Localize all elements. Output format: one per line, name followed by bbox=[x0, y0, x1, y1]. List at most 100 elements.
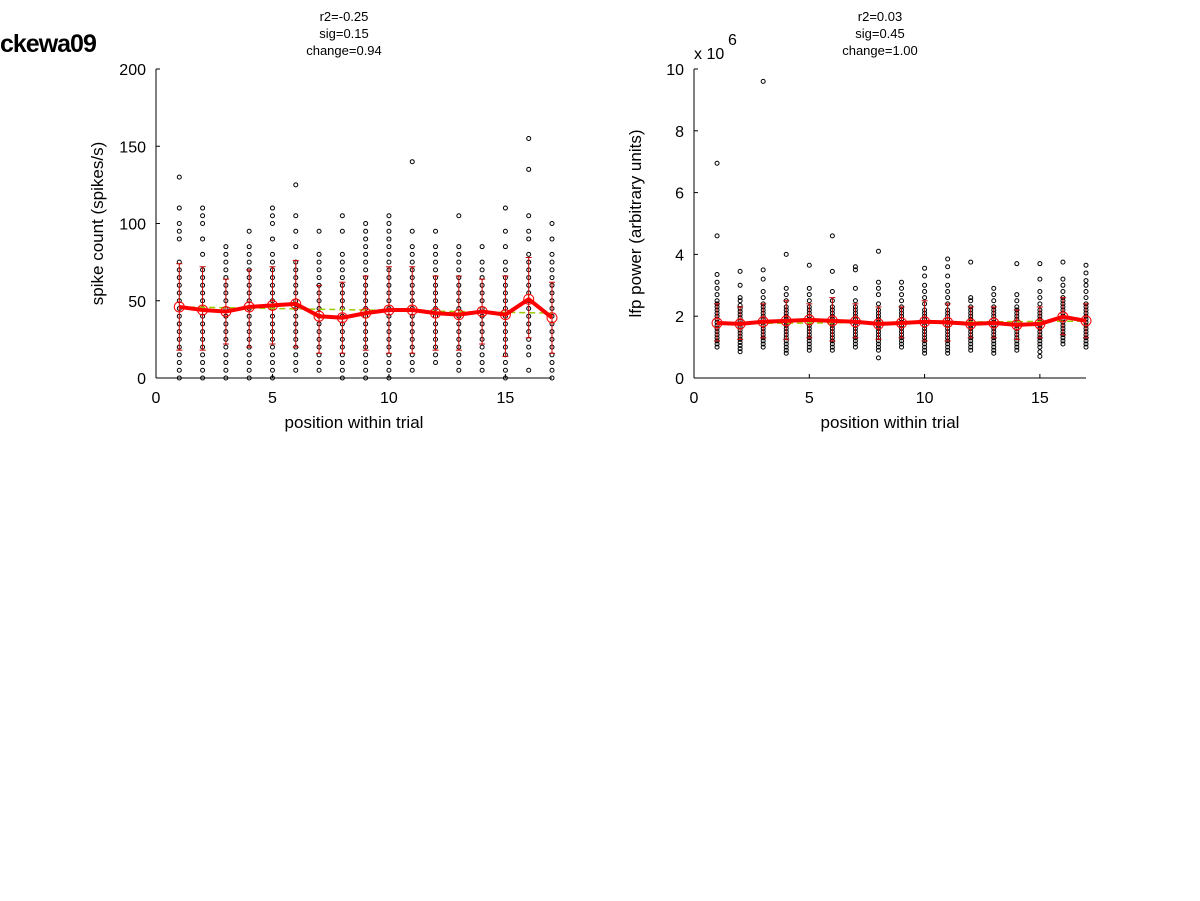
x-tick-label: 15 bbox=[1031, 390, 1049, 407]
data-point bbox=[246, 360, 252, 366]
x-tick-label: 10 bbox=[380, 390, 398, 407]
mean-marker bbox=[243, 301, 255, 313]
data-point bbox=[549, 259, 555, 265]
data-point bbox=[1037, 288, 1043, 294]
data-point bbox=[852, 298, 858, 304]
mean-marker bbox=[1011, 319, 1023, 331]
y-axis-label: spike count (spikes/s) bbox=[88, 142, 107, 305]
mean-marker bbox=[453, 309, 465, 321]
data-point bbox=[737, 282, 743, 288]
y-tick-label: 150 bbox=[119, 139, 146, 156]
data-point bbox=[456, 244, 462, 250]
x-axis-label: position within trial bbox=[821, 413, 960, 432]
mean-line bbox=[716, 314, 1087, 327]
data-point bbox=[922, 344, 928, 350]
y-tick-label: 50 bbox=[128, 294, 146, 311]
data-point bbox=[386, 228, 392, 234]
data-point bbox=[714, 233, 720, 239]
data-point bbox=[1060, 276, 1066, 282]
data-point bbox=[852, 344, 858, 350]
data-point bbox=[363, 228, 369, 234]
data-point bbox=[176, 360, 182, 366]
data-point bbox=[293, 367, 299, 373]
data-point bbox=[339, 251, 345, 257]
data-point bbox=[714, 344, 720, 350]
data-point bbox=[783, 341, 789, 347]
data-point bbox=[526, 228, 532, 234]
data-point bbox=[806, 344, 812, 350]
data-point bbox=[760, 276, 766, 282]
data-point bbox=[223, 259, 229, 265]
data-point bbox=[176, 221, 182, 226]
data-point bbox=[1060, 259, 1066, 265]
data-point bbox=[176, 228, 182, 234]
mean-marker bbox=[546, 312, 558, 324]
data-point bbox=[922, 288, 928, 294]
data-point bbox=[899, 298, 905, 304]
data-point bbox=[479, 360, 485, 366]
data-point bbox=[363, 251, 369, 257]
data-point bbox=[269, 213, 275, 219]
data-point bbox=[339, 259, 345, 265]
data-point bbox=[386, 213, 392, 219]
data-point bbox=[339, 213, 345, 219]
data-point bbox=[246, 228, 252, 234]
data-point bbox=[433, 244, 439, 250]
data-point bbox=[363, 360, 369, 366]
data-point bbox=[526, 367, 532, 373]
data-point bbox=[922, 265, 928, 271]
data-point bbox=[223, 267, 229, 273]
y-tick-label: 0 bbox=[137, 371, 146, 388]
data-point bbox=[200, 213, 206, 219]
data-point bbox=[806, 292, 812, 298]
mean-marker bbox=[336, 312, 348, 324]
data-point bbox=[223, 251, 229, 257]
data-point bbox=[922, 347, 928, 353]
data-point bbox=[899, 279, 905, 285]
data-point bbox=[852, 264, 858, 270]
data-point bbox=[1037, 341, 1043, 347]
data-point bbox=[363, 267, 369, 273]
data-point bbox=[246, 251, 252, 257]
data-point bbox=[783, 344, 789, 350]
data-point bbox=[363, 236, 369, 242]
data-point bbox=[714, 341, 720, 347]
data-point bbox=[316, 360, 322, 366]
data-point bbox=[223, 367, 229, 373]
data-point bbox=[316, 259, 322, 265]
data-point bbox=[1083, 344, 1089, 350]
data-point bbox=[526, 344, 532, 350]
data-point bbox=[502, 367, 508, 373]
data-point bbox=[386, 360, 392, 366]
data-point bbox=[363, 259, 369, 265]
data-point bbox=[549, 367, 555, 373]
data-point bbox=[875, 347, 881, 353]
mean-marker bbox=[780, 315, 792, 327]
data-point bbox=[1037, 338, 1043, 344]
data-point bbox=[316, 275, 322, 281]
data-point bbox=[1060, 338, 1066, 344]
data-point bbox=[526, 136, 532, 142]
data-point bbox=[293, 244, 299, 250]
mean-marker bbox=[849, 316, 861, 328]
data-point bbox=[269, 221, 275, 226]
data-point bbox=[176, 375, 182, 381]
data-point bbox=[737, 346, 743, 352]
data-point bbox=[968, 259, 974, 265]
data-point bbox=[269, 259, 275, 265]
mean-marker bbox=[1057, 311, 1069, 323]
data-point bbox=[922, 273, 928, 279]
data-point bbox=[1037, 349, 1043, 355]
x-tick-label: 15 bbox=[497, 390, 515, 407]
data-point bbox=[456, 267, 462, 273]
data-point bbox=[269, 352, 275, 358]
data-point bbox=[968, 344, 974, 350]
data-point bbox=[200, 221, 206, 226]
data-point bbox=[246, 375, 252, 381]
data-point bbox=[456, 213, 462, 219]
data-point bbox=[829, 268, 835, 274]
data-point bbox=[200, 367, 206, 373]
y-tick-label: 8 bbox=[675, 124, 684, 141]
data-point bbox=[991, 292, 997, 298]
figure-label: ckewa09 bbox=[0, 30, 97, 58]
